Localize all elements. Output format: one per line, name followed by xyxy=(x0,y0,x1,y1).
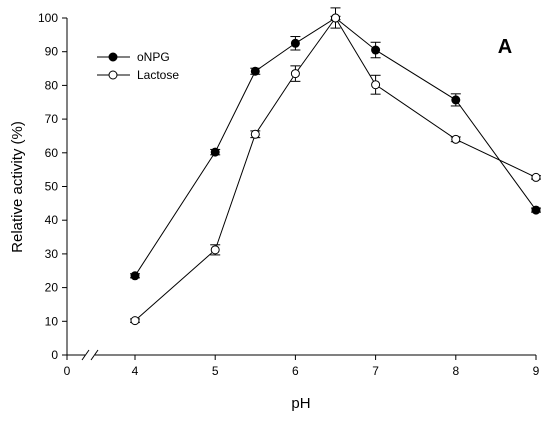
legend-label: Lactose xyxy=(137,68,179,82)
x-tick-label: 4 xyxy=(132,364,139,378)
y-tick-label: 30 xyxy=(45,247,59,261)
data-point-lactose xyxy=(451,134,461,144)
series-line-onpg xyxy=(134,17,537,277)
data-point-onpg xyxy=(250,66,260,76)
data-point-lactose xyxy=(250,129,260,139)
data-point-lactose xyxy=(331,13,340,23)
data-point-lactose xyxy=(531,172,541,182)
y-tick-label: 70 xyxy=(45,112,59,126)
data-point-onpg xyxy=(130,271,140,281)
y-axis-title: Relative activity (%) xyxy=(9,121,26,253)
y-tick-label: 10 xyxy=(45,314,59,328)
series-line-lactose xyxy=(134,17,537,322)
data-point-lactose xyxy=(290,69,300,79)
legend: oNPG Lactose xyxy=(97,50,179,82)
axis-break-mark xyxy=(90,349,99,361)
axis-break-mark xyxy=(81,349,90,361)
legend-marker xyxy=(108,70,118,80)
y-tick-label: 100 xyxy=(38,11,58,25)
y-tick-label: 60 xyxy=(45,146,59,160)
y-tick-label: 0 xyxy=(51,348,58,362)
data-point-lactose xyxy=(371,80,381,90)
y-tick-label: 20 xyxy=(45,281,59,295)
legend-marker xyxy=(108,52,118,62)
x-tick-label: 7 xyxy=(372,364,379,378)
data-point-onpg xyxy=(210,147,220,157)
legend-label: oNPG xyxy=(137,50,170,64)
x-tick-label: 8 xyxy=(452,364,459,378)
data-point-onpg xyxy=(451,95,461,105)
y-tick-label: 50 xyxy=(45,180,59,194)
x-tick-label: 6 xyxy=(292,364,299,378)
data-point-lactose xyxy=(130,316,140,326)
data-marks-group xyxy=(130,7,541,326)
panel-label: A xyxy=(498,36,512,58)
data-point-lactose xyxy=(210,245,220,255)
y-tick-label: 40 xyxy=(45,213,59,227)
x-tick-label: 9 xyxy=(533,364,540,378)
x-tick-label: 5 xyxy=(212,364,219,378)
y-tick-label: 80 xyxy=(45,78,59,92)
x-tick-label: 0 xyxy=(64,364,71,378)
y-tick-label: 90 xyxy=(45,45,59,59)
data-point-onpg xyxy=(371,45,381,55)
data-point-onpg xyxy=(531,205,541,215)
axes-group: 0 10 20 30 40 50 60 70 80 90 100 0 4 5 6 7 8 9 xyxy=(38,11,540,378)
x-axis-title: pH xyxy=(291,395,310,412)
data-point-onpg xyxy=(290,38,300,48)
